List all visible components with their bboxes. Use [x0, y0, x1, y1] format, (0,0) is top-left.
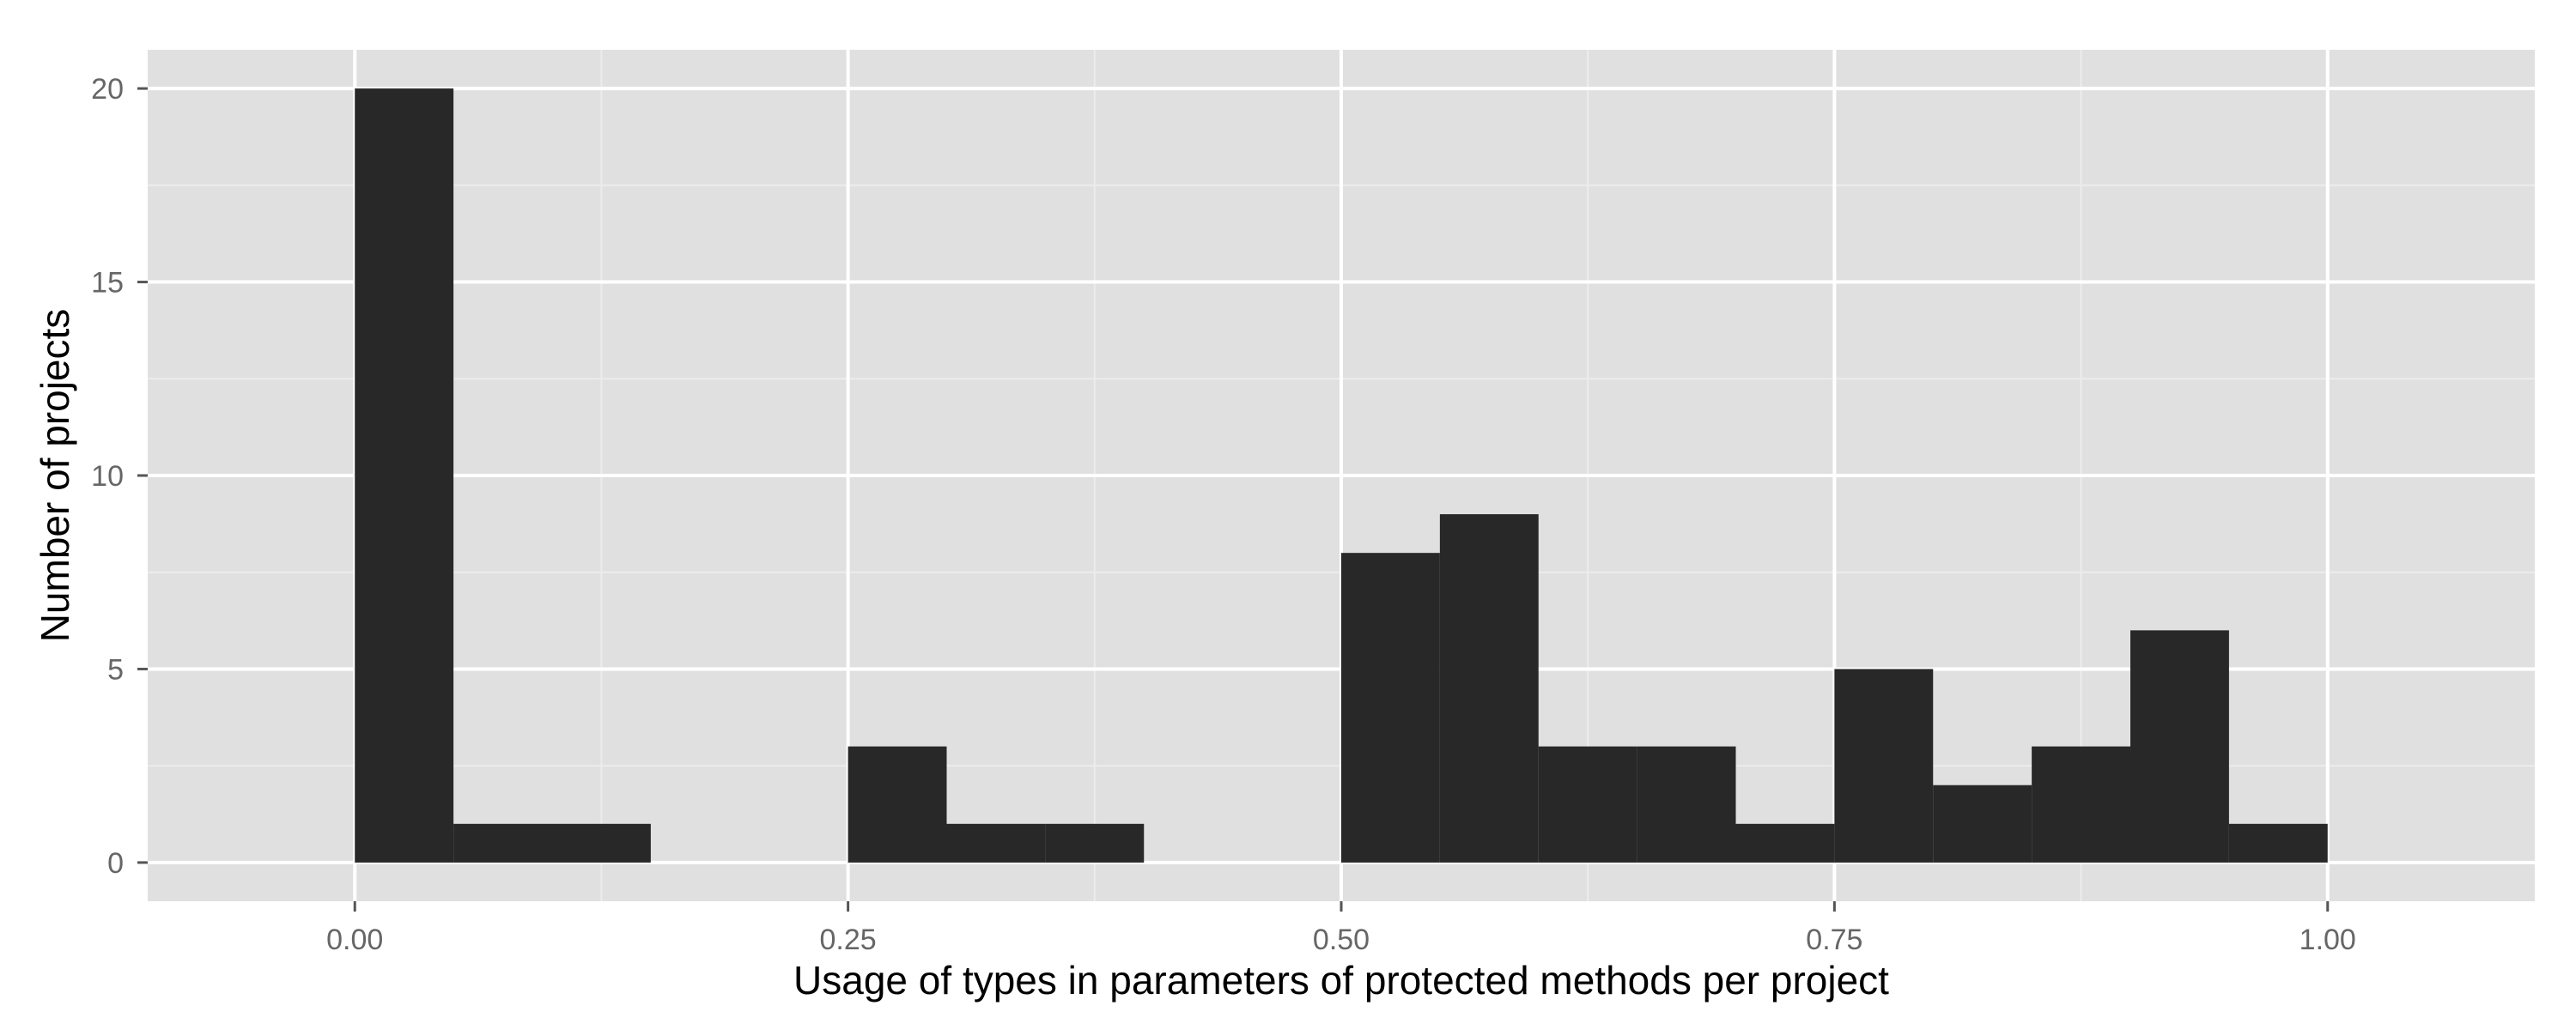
histogram-bar [453, 823, 552, 863]
histogram-bar [1834, 669, 1934, 863]
x-tick-label: 0.25 [820, 924, 877, 956]
y-tick-label: 20 [91, 73, 124, 106]
histogram-bar [2032, 746, 2131, 863]
histogram-bar [1735, 823, 1835, 863]
x-tick-label: 0.50 [1313, 924, 1370, 956]
x-tick-label: 0.00 [326, 924, 383, 956]
histogram-bar [1341, 553, 1440, 863]
histogram-bar [1045, 823, 1145, 863]
histogram-bar [1439, 514, 1539, 863]
histogram-bar [946, 823, 1046, 863]
y-tick-label: 10 [91, 460, 124, 493]
histogram-bar [2130, 630, 2229, 863]
histogram-bar [1933, 785, 2032, 863]
y-axis-title: Number of projects [33, 309, 77, 643]
y-tick-label: 15 [91, 267, 124, 300]
histogram-bar [2228, 823, 2328, 863]
y-tick-label: 5 [107, 653, 124, 686]
histogram-bars [355, 88, 2328, 863]
x-axis: 0.00 0.25 0.50 0.75 1.00 [326, 901, 2356, 956]
y-axis: 0 5 10 15 20 [91, 73, 148, 880]
histogram-bar [848, 746, 947, 863]
histogram-bar [1538, 746, 1637, 863]
histogram-bar [355, 88, 454, 863]
x-tick-label: 1.00 [2300, 924, 2356, 956]
x-axis-title: Usage of types in parameters of protecte… [793, 958, 1889, 1003]
histogram-bar [551, 823, 651, 863]
x-tick-label: 0.75 [1806, 924, 1862, 956]
y-tick-label: 0 [107, 847, 124, 880]
histogram-bar [1637, 746, 1736, 863]
